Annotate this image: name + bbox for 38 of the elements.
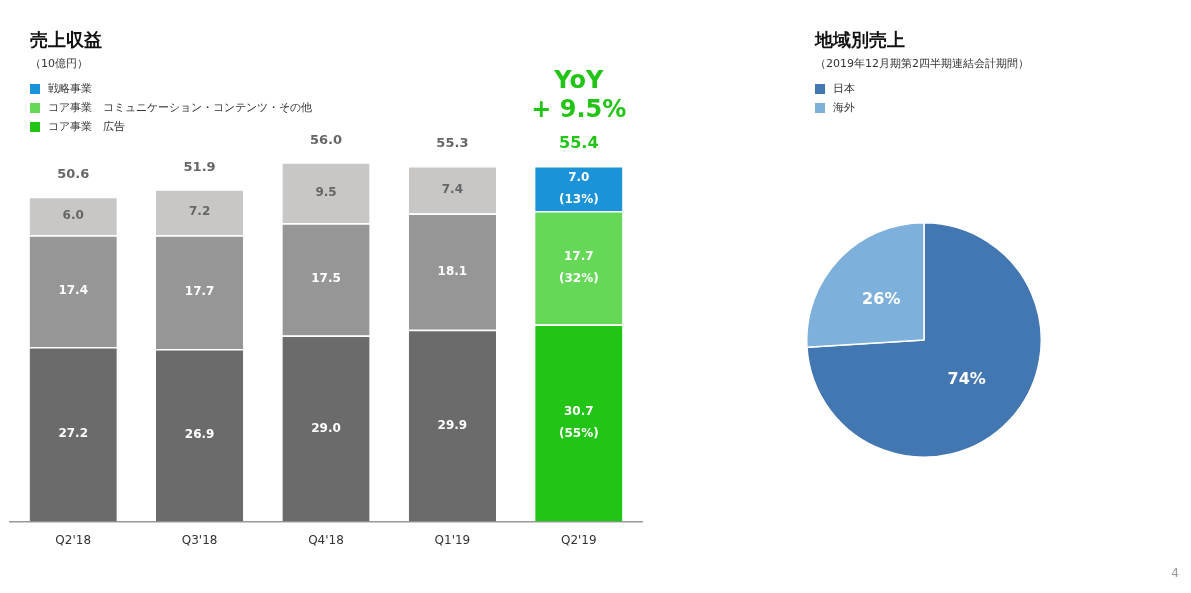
data-label: 29.0: [311, 420, 341, 435]
chart-subtitle: （2019年12月期第2四半期連結会計期間）: [815, 56, 1029, 71]
data-label: 30.7 (55%): [558, 404, 599, 441]
data-label: 26.9: [184, 427, 215, 442]
data-label: 29.9: [437, 417, 468, 432]
data-label: 74%: [947, 369, 986, 389]
data-label: 17.5: [311, 271, 341, 286]
data-label: 7.2: [188, 204, 211, 219]
x-tick-label: Q2'18: [55, 532, 92, 547]
data-label: 9.5: [315, 184, 337, 199]
total-label: 50.6: [57, 166, 90, 182]
text: 4: [1171, 566, 1179, 580]
data-label: 7.4: [441, 181, 464, 196]
legend-label: 海外: [833, 100, 855, 115]
data-label: 7.0 (13%): [558, 169, 599, 206]
data-label: 18.1: [437, 263, 468, 278]
data-label: 6.0: [62, 208, 84, 223]
x-tick-label: Q3'18: [181, 532, 218, 547]
chart-title: 地域別売上: [815, 28, 905, 52]
data-label: 26%: [862, 289, 901, 309]
total-label: 51.9: [183, 158, 216, 174]
total-label: 56.0: [309, 131, 343, 147]
chart-title: 売上収益: [30, 28, 102, 52]
text: YoY + 9.5%: [531, 65, 627, 123]
data-label: 17.7: [184, 284, 215, 299]
total-label: 55.4: [559, 133, 599, 153]
legend-label: 日本: [833, 81, 855, 96]
legend-label: 戦略事業: [48, 81, 92, 96]
data-label: 17.4: [58, 283, 88, 298]
legend-label: コア事業 広告: [48, 119, 125, 134]
total-label: 55.3: [436, 135, 469, 151]
x-tick-label: Q2'19: [560, 532, 597, 547]
legend-label: コア事業 コミュニケーション・コンテンツ・その他: [48, 100, 312, 115]
x-tick-label: Q4'18: [308, 532, 344, 547]
chart-subtitle: （10億円）: [30, 56, 88, 71]
data-label: 27.2: [58, 426, 88, 441]
data-label: 17.7 (32%): [558, 248, 599, 285]
x-tick-label: Q1'19: [434, 532, 471, 547]
